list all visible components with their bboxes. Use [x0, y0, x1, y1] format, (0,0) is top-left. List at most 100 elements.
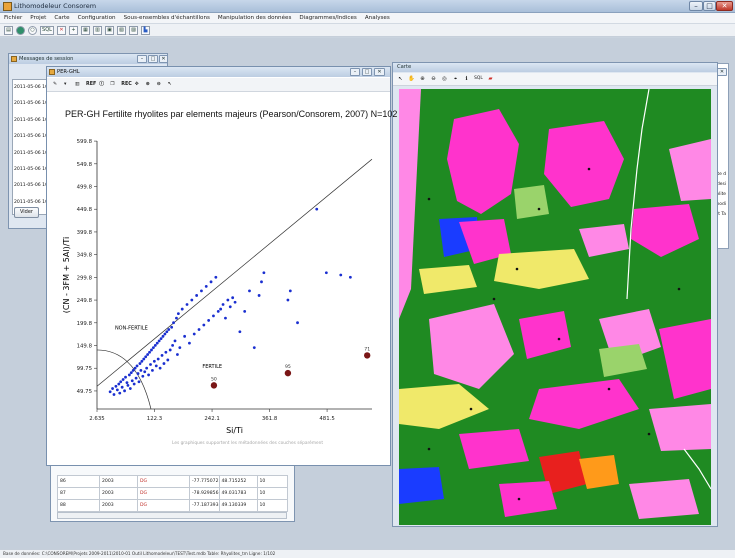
data-point: [112, 393, 116, 396]
table-cell[interactable]: 48.715252: [218, 475, 258, 488]
chart-window-caption: PER-GHL – □ ✕: [47, 67, 390, 77]
minimize-button[interactable]: –: [689, 1, 703, 11]
chart-footnote: Les graphiques supportent les métadonnée…: [172, 441, 324, 446]
message-entry: 2011-05-06 10:37: [14, 134, 56, 140]
sql-icon[interactable]: SQL: [40, 25, 54, 35]
data-point: [197, 328, 201, 331]
plus-icon[interactable]: +: [69, 25, 78, 35]
sql-icon[interactable]: SQL: [474, 76, 483, 81]
chart-canvas: 49.75 99.75 149.8 199.8 249.8 299.8 349.8 399.8…: [62, 139, 373, 435]
zoom-in-icon[interactable]: ⊕: [420, 76, 425, 82]
menu-manipulation[interactable]: Manipulation des données: [217, 15, 292, 21]
chart-title: PER-GH Fertilite rhyolites par elements …: [65, 109, 398, 119]
data-point: [115, 388, 119, 392]
table-row[interactable]: 88 2003 DG -77.187393 49.130339 10: [57, 499, 288, 512]
table-cell[interactable]: 10: [256, 487, 288, 500]
table-cell[interactable]: -77.187393: [189, 499, 220, 512]
new-icon[interactable]: ▤: [4, 25, 13, 35]
paint-icon[interactable]: ▰: [488, 76, 493, 82]
table-cell[interactable]: 2003: [99, 475, 138, 488]
menu-analyses[interactable]: Analyses: [364, 15, 390, 21]
circle-icon[interactable]: ○: [28, 25, 37, 35]
image-icon[interactable]: ▣: [105, 25, 114, 35]
zoom-extent-icon[interactable]: ◎: [442, 76, 447, 82]
messages-minimize-button[interactable]: –: [137, 55, 147, 63]
close-button[interactable]: ✕: [716, 1, 733, 11]
table-cell[interactable]: 10: [256, 475, 288, 488]
stats-icon[interactable]: ▧: [117, 25, 126, 35]
filter-icon[interactable]: ▾: [64, 82, 67, 87]
table-icon[interactable]: ▥: [93, 25, 102, 35]
data-point: [149, 363, 152, 366]
zoom-out-icon[interactable]: ⊖: [156, 82, 161, 87]
y-tick-label: 599.8: [77, 139, 93, 145]
menu-carte[interactable]: Carte: [54, 15, 70, 21]
table-cell[interactable]: -77.775072: [189, 475, 220, 488]
table-cell[interactable]: 10: [256, 499, 288, 512]
grid-icon[interactable]: ▦: [81, 25, 90, 35]
data-point: [166, 358, 170, 362]
chart-window-title: PER-GHL: [57, 69, 80, 75]
table-cell[interactable]: 2003: [99, 499, 138, 512]
table-cell[interactable]: 2003: [99, 487, 138, 500]
copy-icon[interactable]: ❐: [110, 82, 115, 87]
table-cell[interactable]: 49.031783: [218, 487, 258, 500]
stats2-icon[interactable]: ▨: [129, 25, 138, 35]
chart-close-button[interactable]: ✕: [374, 68, 385, 76]
chart-maximize-button[interactable]: □: [362, 68, 372, 76]
data-point: [131, 368, 135, 372]
table-cell[interactable]: DG: [137, 499, 190, 512]
chart-minimize-button[interactable]: –: [350, 68, 360, 76]
table-horizontal-scrollbar[interactable]: [57, 512, 287, 519]
data-point: [192, 332, 196, 336]
legend-close-button[interactable]: ✕: [717, 68, 727, 76]
messages-maximize-button[interactable]: □: [148, 55, 158, 63]
delete-icon[interactable]: ✕: [57, 25, 66, 35]
menu-projet[interactable]: Projet: [30, 15, 47, 21]
maximize-button[interactable]: □: [703, 1, 716, 11]
menu-diagrammes[interactable]: Diagrammes/Indices: [299, 15, 357, 21]
data-point: [125, 381, 129, 385]
pan-icon[interactable]: ✋: [408, 76, 415, 82]
table-cell[interactable]: 86: [57, 475, 100, 488]
layers-icon[interactable]: ▥: [75, 82, 80, 87]
pointer-icon[interactable]: ↖: [167, 82, 172, 87]
table-cell[interactable]: 88: [57, 499, 100, 512]
table-row[interactable]: 86 2003 DG -77.775072 48.715252 10: [57, 475, 288, 488]
info-icon[interactable]: ℹ: [465, 76, 468, 82]
table-cell[interactable]: DG: [137, 475, 190, 488]
messages-window-caption: Messages de session – □ ✕: [9, 54, 168, 64]
menu-sous-ensembles[interactable]: Sous-ensembles d'échantillons: [123, 15, 210, 21]
ref-button[interactable]: REF: [86, 82, 97, 87]
table-row[interactable]: 87 2003 DG -78.929856 49.031783 10: [57, 487, 288, 500]
legend-item[interactable]: andesi: [711, 182, 726, 187]
clear-messages-button[interactable]: Vider: [14, 207, 39, 218]
globe-icon[interactable]: [16, 25, 25, 35]
data-point: [159, 337, 163, 340]
data-point: [108, 390, 112, 394]
y-tick-label: 249.8: [77, 298, 93, 304]
table-cell[interactable]: -78.929856: [189, 487, 220, 500]
y-tick-label: 349.8: [77, 253, 93, 259]
messages-close-button[interactable]: ✕: [159, 55, 168, 63]
info-icon[interactable]: ⓘ: [99, 82, 105, 87]
data-point: [216, 309, 220, 313]
identify-icon[interactable]: ⌖: [453, 76, 458, 82]
menu-fichier[interactable]: Fichier: [4, 15, 23, 21]
table-cell[interactable]: DG: [137, 487, 190, 500]
geological-map[interactable]: [399, 89, 711, 525]
menu-configuration[interactable]: Configuration: [77, 15, 116, 21]
chart-axes: 49.75 99.75 149.8 199.8 249.8 299.8 349.8 399.8…: [77, 139, 373, 422]
pointer-icon[interactable]: ↖: [398, 76, 403, 82]
zoom-in-icon[interactable]: ⊕: [145, 82, 150, 87]
pan-icon[interactable]: ✥: [134, 82, 139, 87]
y-axis-label: (CN - 3FM + 5Al)/Ti: [62, 237, 71, 314]
rec-button[interactable]: REC: [121, 82, 132, 87]
chart-icon[interactable]: ▙: [141, 25, 150, 35]
data-point: [178, 346, 182, 350]
table-cell[interactable]: 87: [57, 487, 100, 500]
table-cell[interactable]: 49.130339: [218, 499, 258, 512]
brush-icon[interactable]: ✎: [53, 82, 58, 87]
zoom-out-icon[interactable]: ⊖: [431, 76, 436, 82]
data-point: [154, 364, 158, 368]
